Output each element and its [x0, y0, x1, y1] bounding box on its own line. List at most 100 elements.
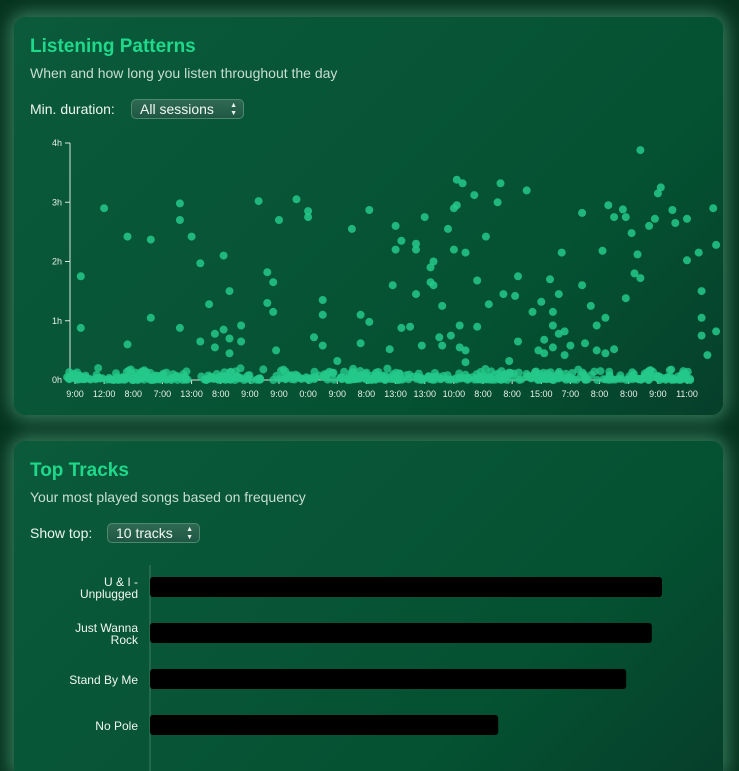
listening-scatter-chart: 0h 1h 2h 3h 4h 9:00 12:00 8:00 7:00 13:00 8:00 9:00…	[52, 138, 721, 399]
y-tick-label: 3h	[52, 197, 62, 207]
session-point	[388, 281, 397, 290]
session-point	[259, 365, 268, 374]
x-tick-label: 8:00	[620, 389, 638, 399]
select-arrows-icon: ▲ ▼	[186, 526, 193, 541]
session-point	[611, 375, 620, 384]
session-point	[254, 197, 263, 206]
session-point	[446, 331, 455, 340]
x-tick-label: 8:00	[212, 389, 230, 399]
session-point	[237, 337, 246, 346]
session-point	[593, 376, 602, 384]
session-point	[671, 219, 680, 227]
select-arrows-icon: ▲ ▼	[230, 102, 237, 117]
session-point	[123, 340, 132, 349]
min-duration-select[interactable]: All sessions ▲ ▼	[131, 99, 244, 119]
top-tracks-subtitle: Your most played songs based on frequenc…	[30, 489, 306, 505]
session-point	[146, 313, 155, 322]
track-bar	[150, 577, 662, 597]
session-point	[123, 232, 132, 241]
session-point	[560, 351, 569, 360]
session-point	[225, 287, 234, 296]
session-point	[210, 329, 219, 338]
session-point	[318, 296, 327, 304]
session-point	[225, 334, 234, 343]
session-point	[94, 364, 103, 373]
session-point	[380, 374, 388, 383]
session-point	[292, 195, 301, 204]
session-point	[473, 322, 482, 331]
session-point	[210, 343, 219, 352]
session-point	[548, 321, 557, 330]
session-point	[67, 374, 76, 383]
session-point	[505, 357, 514, 365]
session-point	[583, 375, 592, 384]
y-tick-label: 4h	[52, 138, 62, 148]
session-point	[596, 367, 605, 376]
session-point	[323, 375, 332, 384]
session-point	[511, 291, 520, 300]
track-label-line: Just Wanna	[75, 621, 138, 635]
session-point	[592, 321, 601, 330]
session-point	[578, 281, 587, 290]
x-tick-label: 9:00	[66, 389, 84, 399]
top-tracks-bar-chart: U & I -Unplugged Just Wanna Rock Stand By M…	[69, 565, 662, 771]
x-tick-label: 9:00	[270, 389, 288, 399]
show-top-select[interactable]: 10 tracks ▲ ▼	[107, 523, 200, 543]
session-point	[554, 290, 563, 299]
listening-patterns-card: Listening Patterns When and how long you…	[14, 17, 723, 415]
session-point	[226, 375, 235, 384]
session-point	[540, 349, 549, 358]
session-point	[514, 337, 522, 346]
session-point	[550, 374, 558, 382]
session-point	[275, 216, 283, 224]
session-point	[205, 374, 214, 383]
session-point	[406, 322, 415, 331]
session-point	[446, 375, 455, 384]
session-point	[484, 300, 493, 309]
session-point	[416, 375, 425, 384]
session-point	[712, 240, 721, 249]
track-label: No Pole	[95, 719, 138, 733]
session-point	[697, 331, 706, 340]
session-point	[236, 364, 245, 373]
session-point	[311, 373, 320, 382]
track-label-line: No Pole	[95, 719, 138, 733]
session-point	[560, 327, 569, 336]
track-label: Stand By Me	[69, 673, 138, 687]
session-point	[392, 368, 400, 377]
x-tick-label: 7:00	[154, 389, 172, 399]
session-point	[141, 370, 149, 378]
session-point	[429, 257, 438, 266]
show-top-label: Show top:	[30, 525, 93, 541]
session-point	[444, 224, 452, 233]
session-point	[293, 371, 302, 380]
session-point	[683, 214, 691, 223]
top-tracks-title: Top Tracks	[30, 460, 129, 481]
session-point	[621, 294, 630, 303]
x-tick-label: 8:00	[591, 389, 609, 399]
session-point	[175, 323, 184, 332]
session-point	[325, 367, 334, 376]
session-point	[522, 186, 531, 195]
session-point	[667, 376, 676, 384]
session-point	[330, 375, 338, 384]
session-point	[499, 371, 508, 380]
session-point	[92, 371, 101, 379]
session-point	[275, 375, 284, 384]
session-point	[182, 367, 191, 376]
track-label-line: Rock	[111, 633, 139, 647]
session-point	[81, 373, 90, 382]
session-point	[420, 213, 429, 222]
session-point	[461, 346, 470, 355]
session-point	[119, 375, 128, 384]
session-point	[458, 179, 467, 188]
session-point	[183, 375, 192, 384]
session-point	[514, 272, 522, 281]
session-point	[617, 374, 626, 383]
track-label-line: Stand By Me	[69, 673, 138, 687]
session-point	[433, 372, 442, 381]
session-point	[590, 367, 599, 376]
session-point	[412, 245, 420, 254]
session-point	[601, 313, 610, 322]
listening-patterns-title: Listening Patterns	[30, 36, 196, 57]
